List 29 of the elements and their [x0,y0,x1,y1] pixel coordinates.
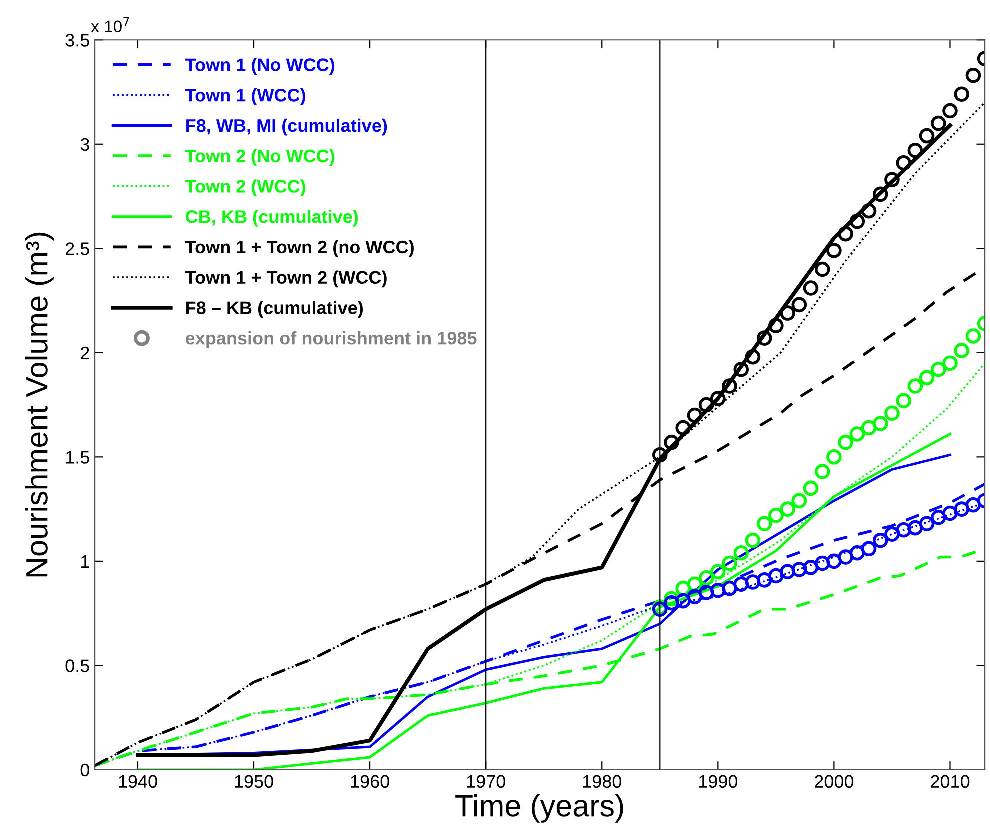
y-tick-label: 2 [81,346,90,360]
y-tick-label: 0.5 [66,660,90,672]
legend-label: Town 2 (WCC) [186,180,306,197]
x-tick-label: 1960 [351,775,390,788]
legend-label: F8, WB, MI (cumulative) [186,118,388,136]
x-tick-label: 1940 [119,775,158,788]
y-tick-label: 3 [80,138,90,152]
x-tick-label: 2000 [815,775,854,788]
text: x 10$^{7}$ [91,17,130,33]
y-axis-title: Nourishment Volume (m³) [25,232,54,577]
y-tick-label: 2.5 [66,242,90,256]
legend-label: Town 1 (WCC) [186,88,306,106]
x-tick-label: 1950 [235,775,274,788]
legend-label: Town 2 (No WCC) [186,149,335,166]
legend-label: F8 – KB (cumulative) [186,301,364,318]
x-tick-label: 1990 [699,775,738,788]
x-axis-title: Time (years) [456,794,624,823]
legend-label: expansion of nourishment in 1985 [186,332,477,348]
x-tick-label: 1970 [467,775,506,788]
y-tick-label: 1 [82,556,90,568]
legend-label: Town 1 (No WCC) [186,58,335,76]
legend-label: CB, KB (cumulative) [186,210,358,227]
legend-label: Town 1 + Town 2 (no WCC) [186,240,414,258]
y-tick-label: 1.5 [66,451,90,464]
y-tick-label: 0 [80,764,90,777]
y-tick-label: 3.5 [66,34,90,47]
x-tick-label: 2010 [931,775,970,788]
x-tick-label: 1980 [583,775,622,788]
legend-label: Town 1 + Town 2 (WCC) [186,270,387,288]
